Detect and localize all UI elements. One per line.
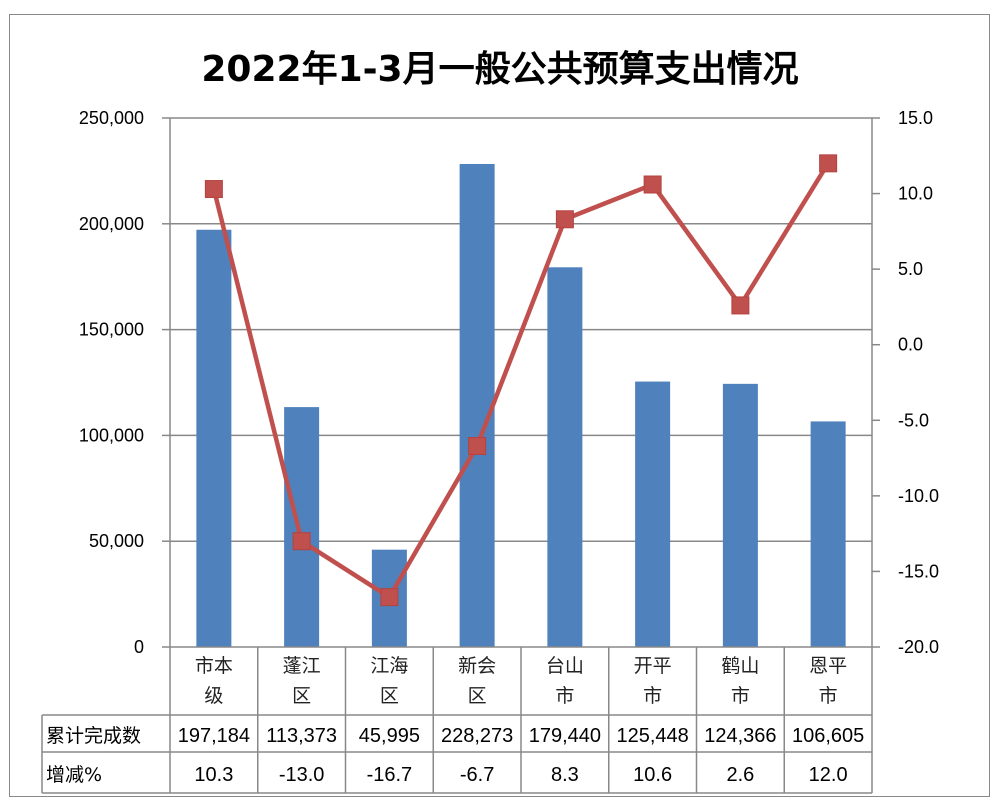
bar [722,383,758,647]
right-tick-label: -10.0 [898,486,939,506]
table-cell-value: 125,448 [616,725,688,747]
table-cell-value: 113,373 [266,725,337,747]
table-cell-value: 197,184 [178,725,250,747]
bar [635,381,671,647]
left-tick-label: 0 [134,637,144,657]
line-marker [380,588,399,607]
category-label: 台山 [546,655,584,677]
line-marker [292,532,311,551]
table-cell-change: 8.3 [551,764,579,786]
table-cell-value: 179,440 [529,725,601,747]
right-tick-label: 5.0 [898,259,923,279]
right-tick-label: 0.0 [898,335,923,355]
right-tick-label: 15.0 [898,108,933,128]
table-cell-change: 2.6 [726,764,754,786]
table-cell-change: -16.7 [367,764,413,786]
category-label: 鹤山 [721,655,759,677]
category-label: 恩平 [809,655,847,677]
category-label: 市 [643,685,662,707]
table-cell-value: 45,995 [359,725,420,747]
left-tick-label: 100,000 [79,425,144,445]
table-cell-value: 106,605 [792,725,864,747]
left-tick-label: 250,000 [79,108,144,128]
line-marker [555,210,574,229]
table-cell-change: 10.6 [633,764,672,786]
table-row-header: 累计完成数 [46,725,141,747]
category-label: 新会 [458,655,496,677]
category-label: 蓬江 [283,655,321,677]
category-label: 江海 [370,655,408,677]
bar [196,229,232,647]
bar [284,407,320,647]
category-label: 市 [731,685,750,707]
line-marker [643,175,662,194]
left-tick-label: 200,000 [79,214,144,234]
line-series [211,162,831,600]
bar [547,267,583,647]
left-tick-label: 150,000 [79,320,144,340]
line-marker [731,296,750,315]
bar [459,163,495,647]
chart-frame [9,14,990,797]
bar [810,421,846,647]
table-cell-value: 124,366 [704,725,776,747]
category-label: 区 [380,685,399,707]
category-label: 开平 [634,655,672,677]
category-label: 市 [555,685,574,707]
table-cell-change: -13.0 [279,764,325,786]
table-cell-change: -6.7 [460,764,494,786]
table-row-header: 增减% [46,764,102,786]
table-cell-change: 12.0 [809,764,848,786]
chart-title: 2022年1-3月一般公共预算支出情况 [201,49,799,90]
category-label: 区 [468,685,487,707]
category-label: 市 [819,685,838,707]
category-label: 级 [204,685,223,707]
category-label: 区 [292,685,311,707]
right-tick-label: -15.0 [898,561,939,581]
line-marker [819,154,838,173]
right-tick-label: -20.0 [898,637,939,657]
right-tick-label: 10.0 [898,184,933,204]
category-label: 市本 [195,655,233,677]
table-cell-change: 10.3 [194,764,233,786]
left-tick-label: 50,000 [89,531,144,551]
table-cell-value: 228,273 [441,725,513,747]
right-tick-label: -5.0 [898,410,929,430]
line-marker [204,180,223,199]
line-marker [468,436,487,455]
